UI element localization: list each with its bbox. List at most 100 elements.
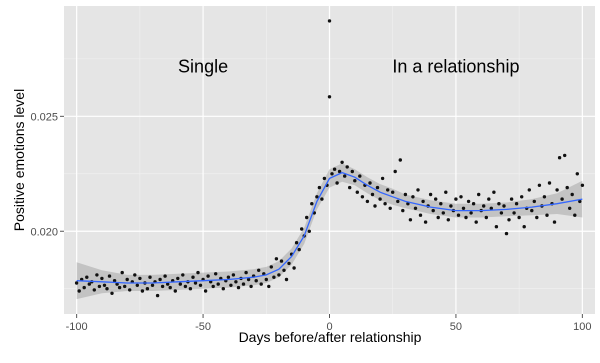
data-point [418, 213, 423, 217]
data-point [330, 172, 334, 176]
data-point [120, 270, 124, 275]
data-point [193, 281, 198, 285]
x-tick-label: 50 [450, 321, 462, 333]
data-point [580, 183, 585, 187]
data-point [477, 192, 481, 197]
data-point [87, 282, 92, 286]
data-point [148, 275, 152, 279]
data-point [279, 259, 284, 263]
x-tick-label: 0 [326, 321, 332, 333]
data-point [310, 202, 314, 206]
data-point [547, 181, 552, 185]
data-point [183, 284, 188, 289]
data-point [466, 199, 471, 204]
data-point [163, 274, 167, 278]
data-point [507, 218, 511, 222]
data-point [178, 282, 182, 286]
data-point [282, 268, 286, 272]
y-axis-label: Positive emotions level [11, 89, 27, 231]
data-points [74, 19, 585, 298]
data-point [203, 289, 208, 293]
data-point [502, 204, 506, 208]
data-point [206, 274, 210, 278]
data-point [370, 192, 375, 197]
data-point [102, 283, 107, 287]
data-point [320, 197, 324, 201]
data-point [428, 192, 433, 197]
data-point [517, 215, 521, 220]
data-point [537, 183, 542, 187]
data-point [560, 197, 564, 201]
data-point [512, 211, 516, 215]
data-point [449, 204, 453, 208]
data-point [542, 195, 547, 199]
data-point [401, 208, 405, 213]
data-point [267, 284, 271, 289]
data-point [241, 282, 246, 286]
data-point [327, 19, 332, 23]
data-point [277, 273, 281, 277]
x-axis-label: Days before/after relationship [239, 329, 422, 345]
data-point [85, 275, 89, 279]
data-point [514, 202, 519, 206]
data-point [355, 190, 359, 194]
data-point [380, 176, 385, 181]
data-point [375, 185, 380, 190]
data-point [373, 204, 377, 208]
y-axis-ticks: 0.020 0.025 [30, 111, 64, 238]
data-point [244, 270, 248, 275]
data-point [431, 208, 435, 213]
data-point [446, 218, 450, 222]
data-point [160, 284, 165, 289]
grid-major [64, 6, 595, 314]
data-point [386, 188, 390, 192]
data-point [575, 172, 579, 176]
data-point [211, 284, 215, 289]
data-point [254, 279, 258, 283]
data-point [272, 275, 276, 279]
data-point [335, 181, 339, 185]
data-point [95, 273, 99, 277]
data-point [388, 206, 392, 210]
data-point [411, 195, 415, 199]
data-point [112, 279, 117, 283]
data-point [436, 215, 440, 220]
data-point [499, 211, 504, 215]
data-point [578, 199, 582, 204]
data-point [257, 268, 261, 272]
data-point [269, 265, 273, 269]
x-tick-label: -50 [195, 321, 211, 333]
data-point [284, 277, 289, 282]
data-point [565, 185, 569, 190]
data-point [198, 283, 203, 287]
data-point [494, 225, 499, 229]
data-point [492, 190, 496, 194]
data-point [77, 289, 81, 293]
data-point [229, 283, 233, 287]
data-point [150, 283, 155, 287]
data-point [391, 190, 395, 194]
data-point [166, 282, 170, 286]
data-point [360, 195, 365, 199]
data-point [234, 280, 238, 284]
data-point [383, 202, 387, 206]
data-point [413, 206, 418, 210]
data-point [563, 153, 567, 158]
data-point [168, 285, 172, 290]
data-point [236, 285, 241, 290]
data-point [135, 283, 139, 287]
data-point [403, 192, 408, 197]
data-point [82, 285, 86, 290]
data-point [145, 287, 150, 291]
data-point [307, 229, 311, 233]
data-point [439, 202, 443, 206]
data-point [332, 167, 337, 171]
data-point [489, 206, 493, 210]
data-point [408, 218, 413, 222]
x-tick-label: -100 [66, 321, 88, 333]
data-point [532, 199, 536, 204]
data-point [107, 274, 112, 278]
data-point [155, 293, 160, 298]
annotation-label: In a relationship [392, 57, 519, 77]
